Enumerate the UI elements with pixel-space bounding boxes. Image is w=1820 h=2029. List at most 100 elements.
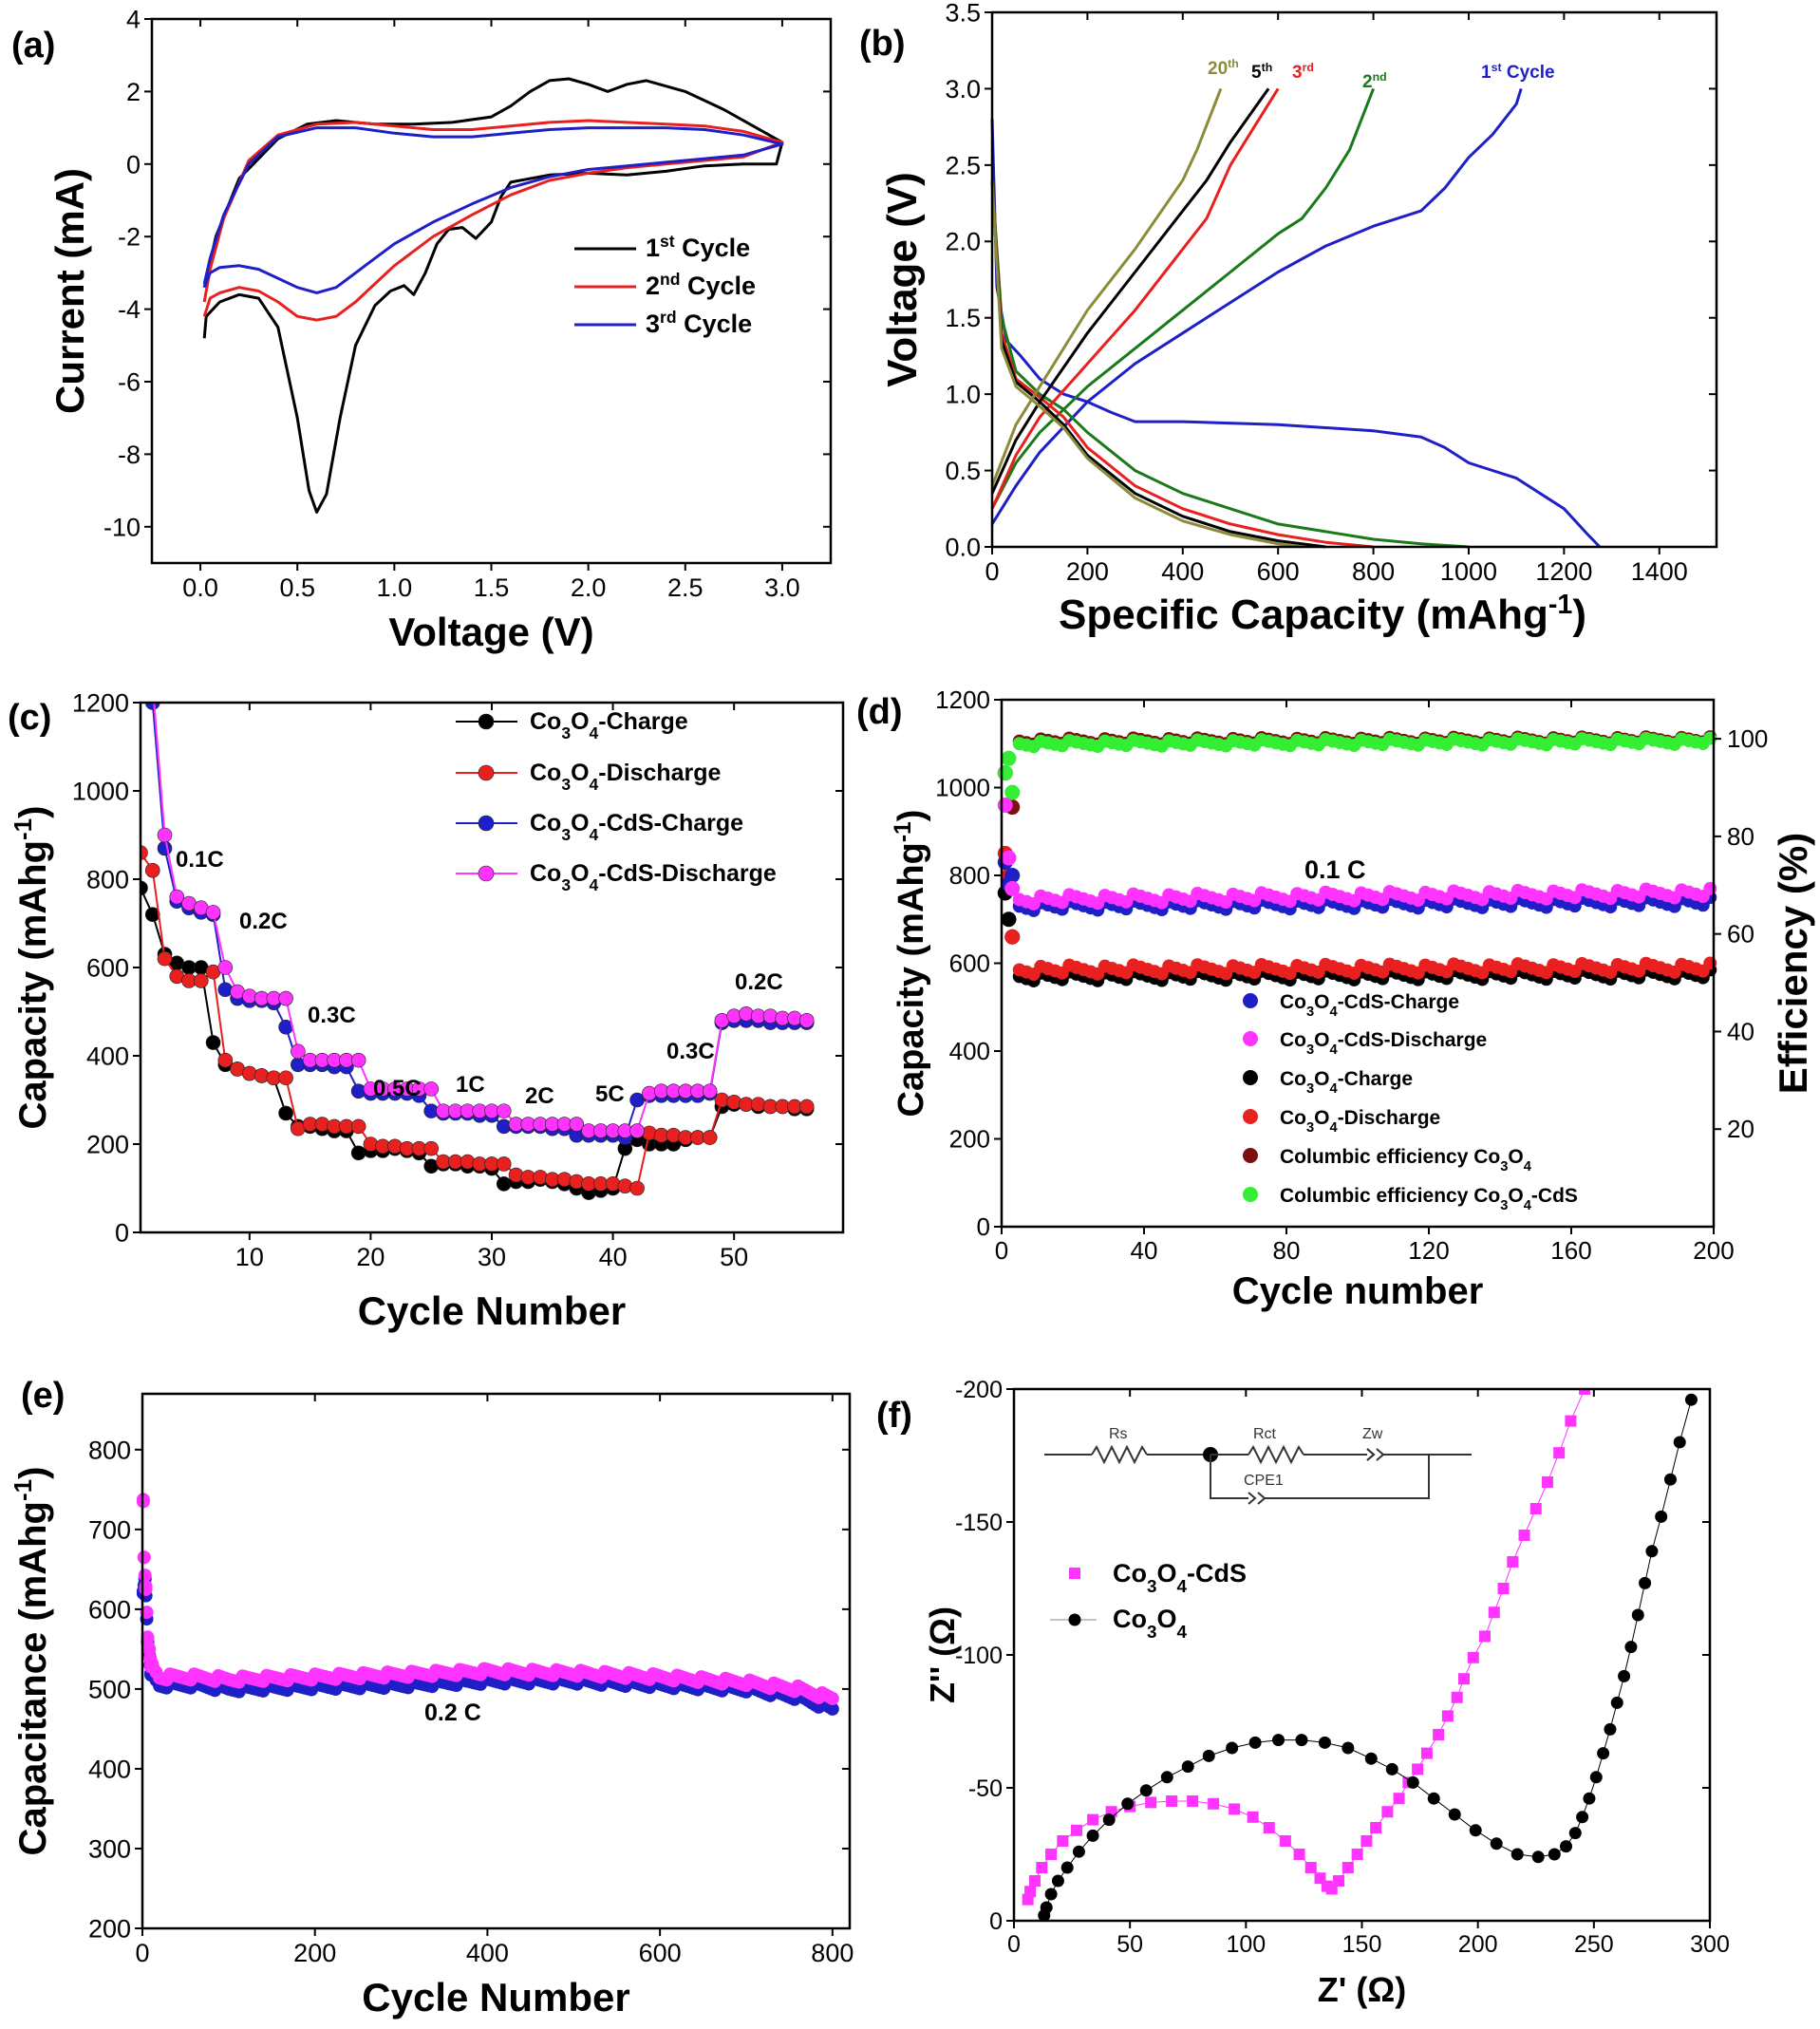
data-point bbox=[314, 1117, 330, 1132]
y-tick-label: 1200 bbox=[935, 686, 990, 714]
rate-label: 5C bbox=[595, 1081, 625, 1107]
rate-label: 0.2C bbox=[735, 969, 783, 995]
x-tick-label: 400 bbox=[466, 1939, 509, 1967]
data-point bbox=[134, 651, 148, 666]
y-axis-title: Capacity (mAhg-1) bbox=[891, 810, 932, 1118]
x-axis-title: Cycle Number bbox=[358, 1288, 626, 1333]
y2-axis-title: Efficiency (%) bbox=[1771, 833, 1815, 1094]
panel-label: (c) bbox=[8, 698, 51, 738]
data-point bbox=[1370, 1822, 1382, 1833]
data-point bbox=[1121, 1797, 1135, 1811]
rate-label: 0.3C bbox=[308, 1003, 356, 1028]
legend-label: Co3O4-CdS-Charge bbox=[1280, 991, 1459, 1020]
data-point bbox=[1548, 1848, 1561, 1861]
data-point bbox=[739, 1006, 754, 1022]
legend-marker bbox=[1243, 1070, 1258, 1085]
data-point bbox=[1624, 1641, 1638, 1654]
data-point bbox=[496, 1103, 512, 1118]
rate-label: 1C bbox=[456, 1072, 485, 1098]
data-point bbox=[1028, 1875, 1041, 1887]
x-tick-label: 50 bbox=[720, 1243, 748, 1271]
data-point bbox=[1208, 1797, 1220, 1810]
data-point bbox=[1639, 1576, 1652, 1589]
x-axis-title: Voltage (V) bbox=[388, 610, 593, 654]
y-tick-label: 0 bbox=[977, 1212, 990, 1241]
y-tick-label: 300 bbox=[88, 1834, 131, 1863]
data-point bbox=[1553, 1447, 1566, 1459]
data-point bbox=[1406, 1775, 1419, 1789]
data-point bbox=[144, 1658, 159, 1672]
y-tick-label: 200 bbox=[88, 1914, 131, 1943]
data-point bbox=[278, 1070, 293, 1086]
y-tick-label: 200 bbox=[949, 1125, 990, 1154]
charge-line bbox=[990, 87, 1223, 487]
data-point bbox=[350, 1145, 366, 1161]
data-point bbox=[1618, 1669, 1631, 1682]
resistor-rct bbox=[1248, 1444, 1304, 1465]
panel-label: (a) bbox=[11, 26, 55, 66]
data-point bbox=[1051, 1874, 1064, 1888]
charge-line bbox=[990, 87, 1375, 510]
data-point bbox=[1072, 1845, 1085, 1858]
data-point bbox=[1187, 1795, 1199, 1807]
data-point bbox=[798, 1013, 815, 1028]
data-point bbox=[253, 1068, 270, 1083]
cpe-symbol bbox=[1248, 1492, 1266, 1505]
data-point bbox=[1004, 784, 1021, 800]
x-tick-label: 0 bbox=[135, 1939, 149, 1967]
data-point bbox=[1295, 1734, 1308, 1747]
series-line bbox=[1043, 1400, 1692, 1916]
data-point bbox=[1604, 1722, 1617, 1736]
y-axis-title: Capacitance (mAhg-1) bbox=[9, 1467, 54, 1856]
x-tick-label: 200 bbox=[1693, 1236, 1734, 1265]
data-point bbox=[144, 703, 160, 710]
data-point bbox=[423, 1081, 440, 1097]
data-point bbox=[1510, 1848, 1524, 1861]
data-point bbox=[157, 950, 173, 967]
data-point bbox=[1001, 750, 1017, 766]
y-tick-label: -150 bbox=[955, 1510, 1003, 1536]
discharge-line bbox=[990, 179, 1470, 549]
y-tick-label: 600 bbox=[88, 1595, 131, 1624]
legend-marker bbox=[1243, 1109, 1258, 1124]
data-point bbox=[1420, 1747, 1433, 1759]
x-tick-label: 1400 bbox=[1631, 557, 1688, 586]
legend-label: Co3O4 bbox=[1113, 1605, 1188, 1643]
y-tick-label: 0 bbox=[126, 150, 141, 178]
y-tick-label: 400 bbox=[88, 1755, 131, 1783]
x-tick-label: 1200 bbox=[1535, 557, 1592, 586]
data-point bbox=[997, 765, 1013, 781]
legend-marker bbox=[478, 713, 495, 730]
data-point bbox=[787, 1010, 802, 1026]
data-point bbox=[629, 1123, 645, 1138]
x-tick-label: 150 bbox=[1342, 1931, 1382, 1958]
x-tick-label: 100 bbox=[1226, 1931, 1266, 1958]
data-point bbox=[1360, 1835, 1373, 1847]
data-point bbox=[617, 1178, 633, 1193]
y-tick-label: 800 bbox=[88, 1436, 131, 1464]
data-point bbox=[750, 1097, 766, 1112]
data-point bbox=[144, 862, 160, 878]
data-point bbox=[157, 827, 173, 843]
plot-frame bbox=[139, 701, 845, 1234]
y-tick-label: 1000 bbox=[72, 777, 129, 805]
data-point bbox=[569, 1174, 585, 1190]
data-point bbox=[141, 845, 148, 860]
data-point bbox=[1279, 1835, 1291, 1847]
y-tick-label: 0 bbox=[989, 1908, 1003, 1935]
panel-b: 0 200 400 600 800 1000 1200 1400 0.0 0.5 1.0 1.5 2.0… bbox=[859, 0, 1718, 638]
legend-marker bbox=[1069, 1568, 1080, 1579]
data-point bbox=[1057, 1835, 1069, 1847]
x-tick-label: 0 bbox=[1007, 1931, 1021, 1958]
data-point bbox=[1381, 1806, 1394, 1818]
y-tick-label: 1200 bbox=[72, 688, 129, 717]
data-point bbox=[1610, 1696, 1623, 1709]
data-point bbox=[1507, 1556, 1519, 1568]
data-point bbox=[1412, 1763, 1424, 1775]
discharge-line bbox=[990, 179, 1326, 549]
data-point bbox=[762, 1008, 779, 1024]
y-tick-label: 400 bbox=[949, 1037, 990, 1065]
data-point bbox=[1004, 880, 1021, 896]
curve-label: 2nd bbox=[1362, 70, 1387, 92]
